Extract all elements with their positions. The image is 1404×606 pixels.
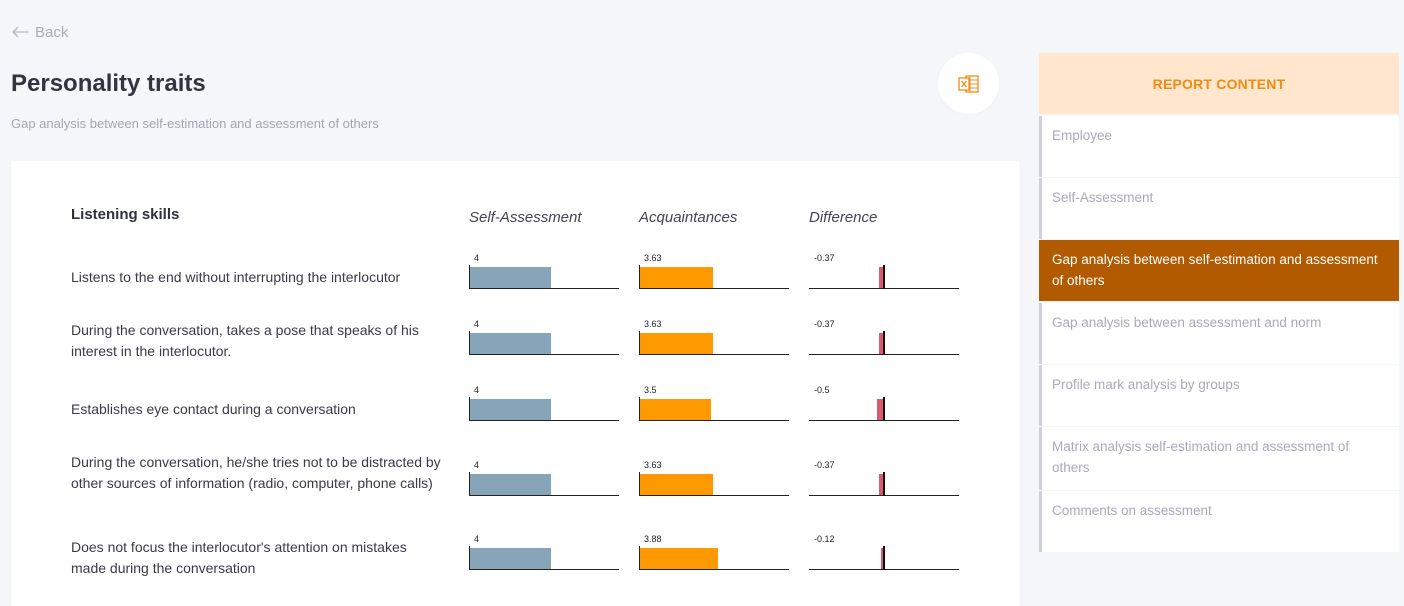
report-card: Listening skills Self-Assessment Acquain… (11, 161, 1019, 606)
page-subtitle: Gap analysis between self-estimation and… (11, 116, 379, 131)
zero-line (883, 265, 885, 289)
self-cell: 4 (469, 385, 619, 430)
self-assessment-bar (470, 548, 551, 569)
self-cell: 4 (469, 319, 619, 364)
acq-cell: 3.63 (639, 319, 789, 364)
sidebar-item[interactable]: Profile mark analysis by groups (1039, 365, 1399, 426)
row-label: During the conversation, takes a pose th… (71, 322, 419, 359)
self-value: 4 (474, 385, 480, 395)
sidebar-item[interactable]: Self-Assessment (1039, 178, 1399, 239)
acq-cell: 3.88 (639, 534, 789, 579)
difference-bar (881, 548, 883, 569)
self-cell: 4 (469, 253, 619, 298)
diff-cell: -0.37 (809, 319, 959, 364)
axis-left (469, 546, 470, 570)
section-title: Listening skills (71, 206, 180, 223)
self-value: 4 (474, 319, 480, 329)
column-header-acquaintances: Acquaintances (639, 209, 738, 226)
axis-baseline (639, 420, 789, 421)
acq-cell: 3.63 (639, 460, 789, 505)
acquaintances-bar (640, 474, 714, 495)
row-label: Listens to the end without interrupting … (71, 269, 401, 285)
diff-cell: -0.37 (809, 460, 959, 505)
back-label: Back (35, 23, 69, 41)
acq-value: 3.5 (644, 385, 657, 395)
axis-left (639, 546, 640, 570)
acq-cell: 3.63 (639, 253, 789, 298)
sidebar-item[interactable]: Comments on assessment (1039, 491, 1399, 552)
back-link[interactable]: Back (11, 22, 68, 42)
zero-line (883, 546, 885, 570)
sidebar-item[interactable]: Matrix analysis self-estimation and asse… (1039, 427, 1399, 490)
difference-bar (878, 474, 883, 495)
self-cell: 4 (469, 534, 619, 579)
acq-value: 3.63 (644, 460, 662, 470)
export-excel-button[interactable] (938, 53, 999, 114)
axis-baseline (469, 420, 619, 421)
row-label: Establishes eye contact during a convers… (71, 401, 356, 417)
axis-left (469, 397, 470, 421)
page-title: Personality traits (11, 70, 206, 97)
axis-left (469, 265, 470, 289)
self-assessment-bar (470, 333, 551, 354)
self-value: 4 (474, 253, 480, 263)
sidebar-item[interactable]: Gap analysis between self-estimation and… (1039, 240, 1399, 301)
axis-baseline (469, 495, 619, 496)
difference-bar (878, 333, 883, 354)
sidebar-header: REPORT CONTENT (1039, 53, 1399, 114)
self-assessment-bar (470, 399, 551, 420)
diff-value: -0.37 (814, 253, 835, 263)
acq-value: 3.63 (644, 253, 662, 263)
acquaintances-bar (640, 548, 719, 569)
row-label: During the conversation, he/she tries no… (71, 454, 441, 491)
self-assessment-bar (470, 474, 551, 495)
difference-bar (876, 399, 883, 420)
column-header-difference: Difference (809, 209, 878, 226)
acq-cell: 3.5 (639, 385, 789, 430)
zero-line (883, 472, 885, 496)
self-assessment-bar (470, 267, 551, 288)
diff-cell: -0.12 (809, 534, 959, 579)
axis-baseline (639, 288, 789, 289)
zero-line (883, 397, 885, 421)
excel-icon (957, 74, 979, 93)
diff-cell: -0.5 (809, 385, 959, 430)
axis-baseline (469, 569, 619, 570)
arrow-left-icon (12, 26, 29, 38)
diff-value: -0.37 (814, 319, 835, 329)
column-header-self: Self-Assessment (469, 209, 582, 226)
diff-cell: -0.37 (809, 253, 959, 298)
sidebar-item[interactable]: Gap analysis between assessment and norm (1039, 303, 1399, 364)
axis-baseline (639, 354, 789, 355)
acquaintances-bar (640, 267, 714, 288)
self-cell: 4 (469, 460, 619, 505)
axis-baseline (469, 288, 619, 289)
diff-value: -0.5 (814, 385, 830, 395)
axis-left (469, 472, 470, 496)
self-value: 4 (474, 534, 480, 544)
sidebar-item[interactable]: Employee (1039, 116, 1399, 177)
zero-line (883, 331, 885, 355)
acq-value: 3.88 (644, 534, 662, 544)
axis-left (639, 397, 640, 421)
axis-baseline (639, 569, 789, 570)
acquaintances-bar (640, 333, 714, 354)
self-value: 4 (474, 460, 480, 470)
axis-baseline (639, 495, 789, 496)
difference-bar (878, 267, 883, 288)
row-label: Does not focus the interlocutor's attent… (71, 539, 407, 576)
axis-baseline (469, 354, 619, 355)
acquaintances-bar (640, 399, 711, 420)
axis-left (639, 472, 640, 496)
axis-left (639, 331, 640, 355)
diff-value: -0.37 (814, 460, 835, 470)
acq-value: 3.63 (644, 319, 662, 329)
axis-left (639, 265, 640, 289)
report-content-sidebar: REPORT CONTENT Employee Self-Assessment Ga… (1039, 53, 1399, 552)
axis-left (469, 331, 470, 355)
diff-value: -0.12 (814, 534, 835, 544)
